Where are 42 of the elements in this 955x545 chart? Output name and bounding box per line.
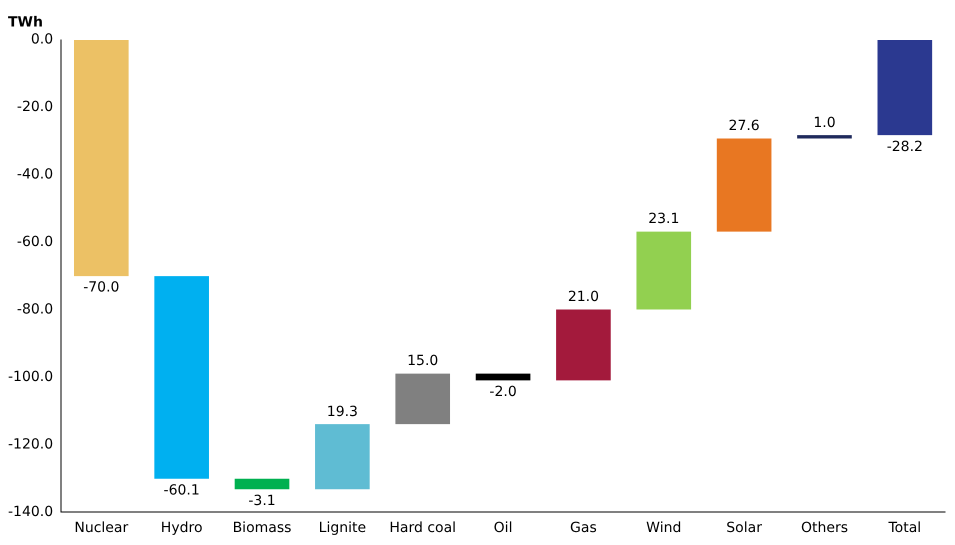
y-tick-label: -120.0	[8, 436, 54, 452]
x-tick-label: Hard coal	[389, 520, 456, 536]
x-tick-label: Lignite	[318, 520, 366, 536]
bar	[556, 309, 611, 380]
x-tick-label: Total	[887, 520, 922, 536]
data-label: -70.0	[83, 280, 120, 296]
data-label: -28.2	[886, 138, 923, 155]
y-axis-title: TWh	[8, 14, 43, 31]
x-tick-label: Wind	[646, 520, 682, 536]
data-label: -2.0	[489, 384, 517, 400]
y-tick-label: 0.0	[30, 32, 54, 48]
x-tick-label: Hydro	[160, 520, 203, 536]
y-tick-label: -140.0	[8, 504, 54, 520]
data-label: 1.0	[813, 114, 836, 131]
data-label: 23.1	[648, 211, 680, 228]
y-tick-label: -60.0	[16, 234, 54, 250]
bar	[74, 40, 129, 276]
x-tick-label: Solar	[726, 520, 762, 536]
y-tick-label: -80.0	[16, 301, 54, 318]
data-label: -3.1	[248, 492, 276, 509]
x-tick-label: Nuclear	[74, 520, 128, 536]
bar	[315, 424, 370, 490]
bar	[716, 138, 772, 232]
bar	[154, 276, 209, 479]
bar	[797, 135, 852, 138]
bar	[234, 478, 290, 490]
data-label: -60.1	[164, 482, 200, 498]
x-tick-label: Biomass	[232, 520, 292, 536]
y-tick-label: -40.0	[16, 166, 54, 183]
bar	[636, 232, 692, 310]
data-label: 21.0	[568, 289, 600, 306]
bar	[878, 40, 932, 136]
data-label: 15.0	[407, 353, 438, 370]
x-tick-label: Gas	[570, 520, 597, 536]
data-label: 27.6	[728, 118, 760, 134]
bar	[476, 374, 530, 380]
y-tick-label: -100.0	[8, 368, 54, 385]
y-tick-label: -20.0	[16, 99, 54, 116]
bar	[395, 374, 450, 424]
data-label: 19.3	[326, 404, 358, 420]
x-tick-label: Oil	[494, 520, 512, 536]
x-tick-label: Others	[800, 520, 848, 536]
